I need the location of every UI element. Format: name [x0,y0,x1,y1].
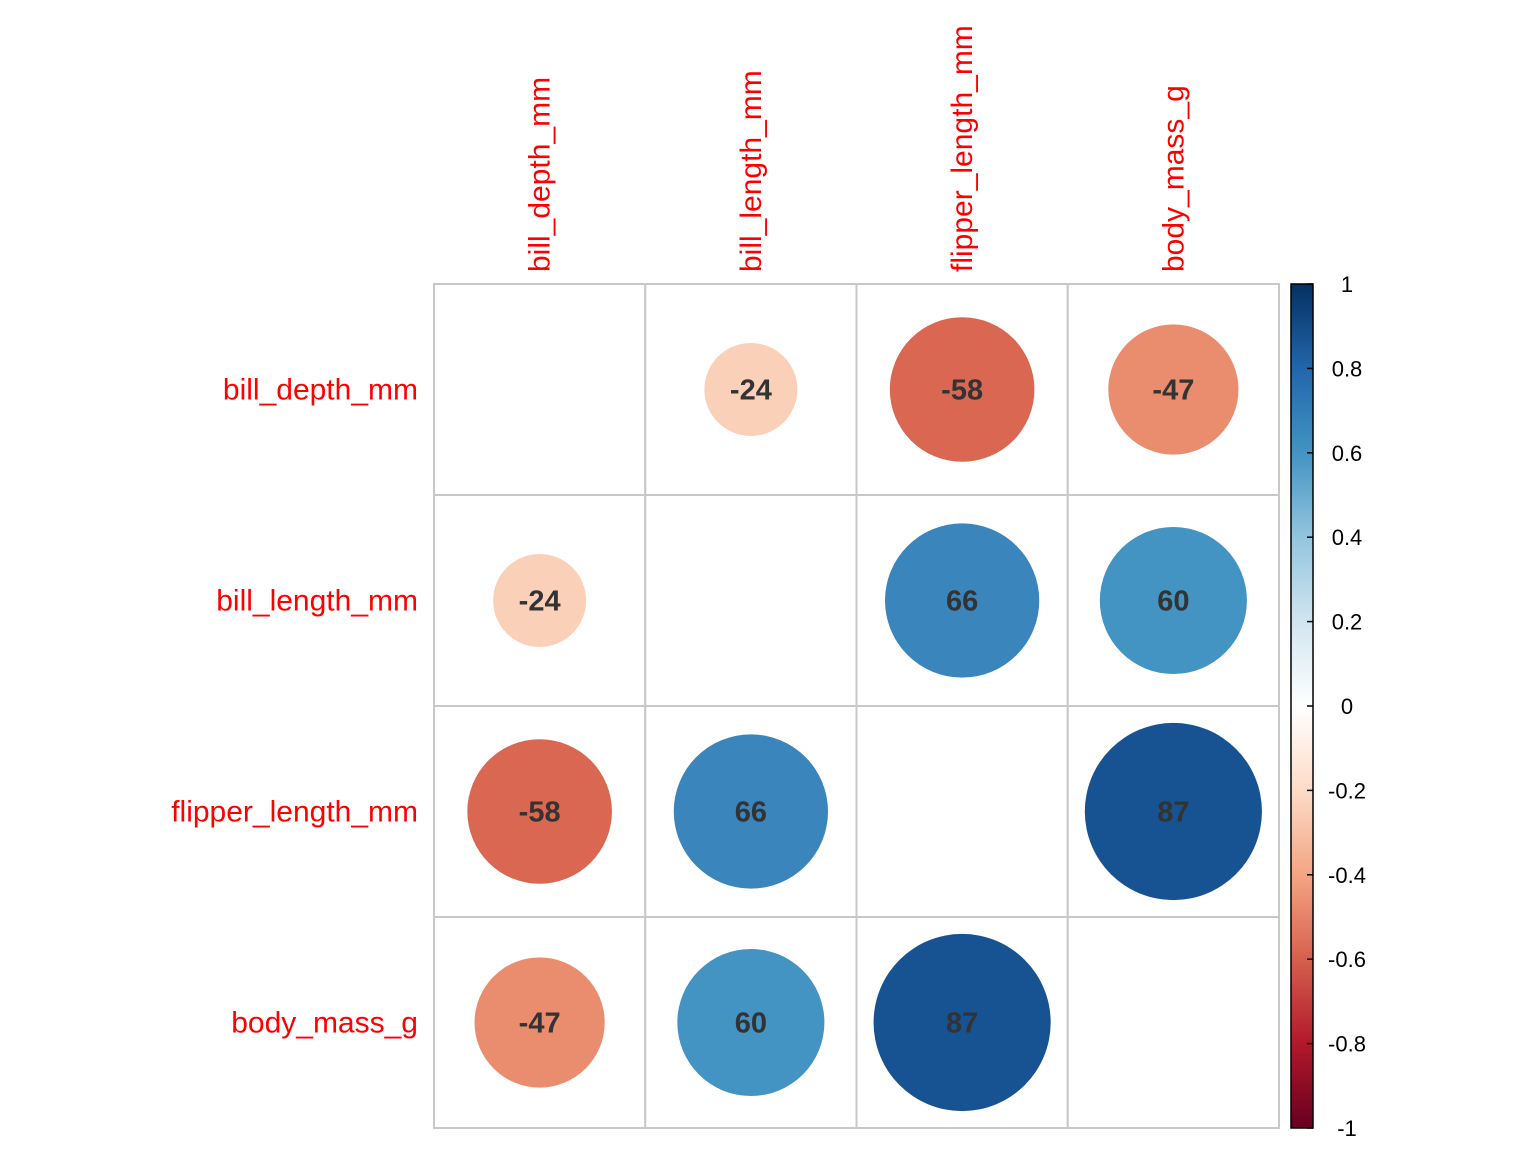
correlation-circle [474,957,605,1088]
correlation-value-labels: -24 -58 -47 -24 66 60 -58 66 87 -47 60 87 [519,375,1195,1040]
legend-tick-label: -0.6 [1328,947,1366,972]
correlation-circle [493,553,587,648]
grid-cell [1066,916,1280,1129]
row-labels: bill_depth_mm bill_length_mm flipper_lengt… [171,374,418,1040]
correlation-circle [1099,526,1247,675]
color-legend: 1 0.8 0.6 0.4 0.2 0 -0.2 -0.4 -0.6 -0.8 -1 [1290,272,1366,1141]
correlation-value-label: 60 [735,1008,767,1040]
grid-cell [433,283,647,496]
legend-tick-label: 0.2 [1332,610,1363,635]
column-label: bill_depth_mm [524,77,557,272]
correlation-circle [677,948,825,1097]
correlation-circle [1108,324,1239,455]
legend-tick-label: -0.8 [1328,1032,1366,1057]
correlation-circle [467,739,612,884]
column-labels: bill_depth_mm bill_length_mm flipper_lengt… [524,25,1191,272]
legend-tick-label: 0.4 [1332,525,1363,550]
correlation-value-label: 87 [1157,797,1189,829]
correlation-value-label: -47 [1152,375,1194,407]
correlation-circle [889,317,1035,462]
grid-cell [855,705,1069,918]
column-label: body_mass_g [1157,85,1190,272]
correlation-value-label: 66 [946,586,978,618]
legend-tick-label: -0.4 [1328,863,1366,888]
correlation-value-label: -58 [941,375,983,407]
correlation-value-label: 87 [946,1008,978,1040]
column-label: bill_length_mm [735,70,768,272]
row-label: flipper_length_mm [171,796,418,829]
correlation-circle [704,342,798,437]
correlation-circle [884,523,1040,678]
correlation-value-label: -58 [519,797,561,829]
correlation-circles [467,317,1262,1112]
row-label: bill_depth_mm [223,374,418,407]
legend-tick-label: 0.8 [1332,356,1363,381]
row-label: bill_length_mm [216,585,418,618]
legend-tick-label: 1 [1341,272,1353,297]
correlation-value-label: 66 [735,797,767,829]
correlation-circle [673,734,829,889]
grid-cell [644,494,858,707]
correlation-value-label: -47 [519,1008,561,1040]
legend-tick-label: 0.6 [1332,441,1363,466]
column-label: flipper_length_mm [946,25,979,272]
row-label: body_mass_g [231,1007,418,1040]
correlation-circle [1084,722,1262,901]
correlation-value-label: 60 [1157,586,1189,618]
legend-tick-label: -0.2 [1328,778,1366,803]
correlation-value-label: -24 [519,586,561,618]
legend-tick-label: 0 [1341,694,1353,719]
correlation-value-label: -24 [730,375,772,407]
legend-tick-label: -1 [1337,1116,1357,1141]
correlation-circle [873,933,1051,1112]
